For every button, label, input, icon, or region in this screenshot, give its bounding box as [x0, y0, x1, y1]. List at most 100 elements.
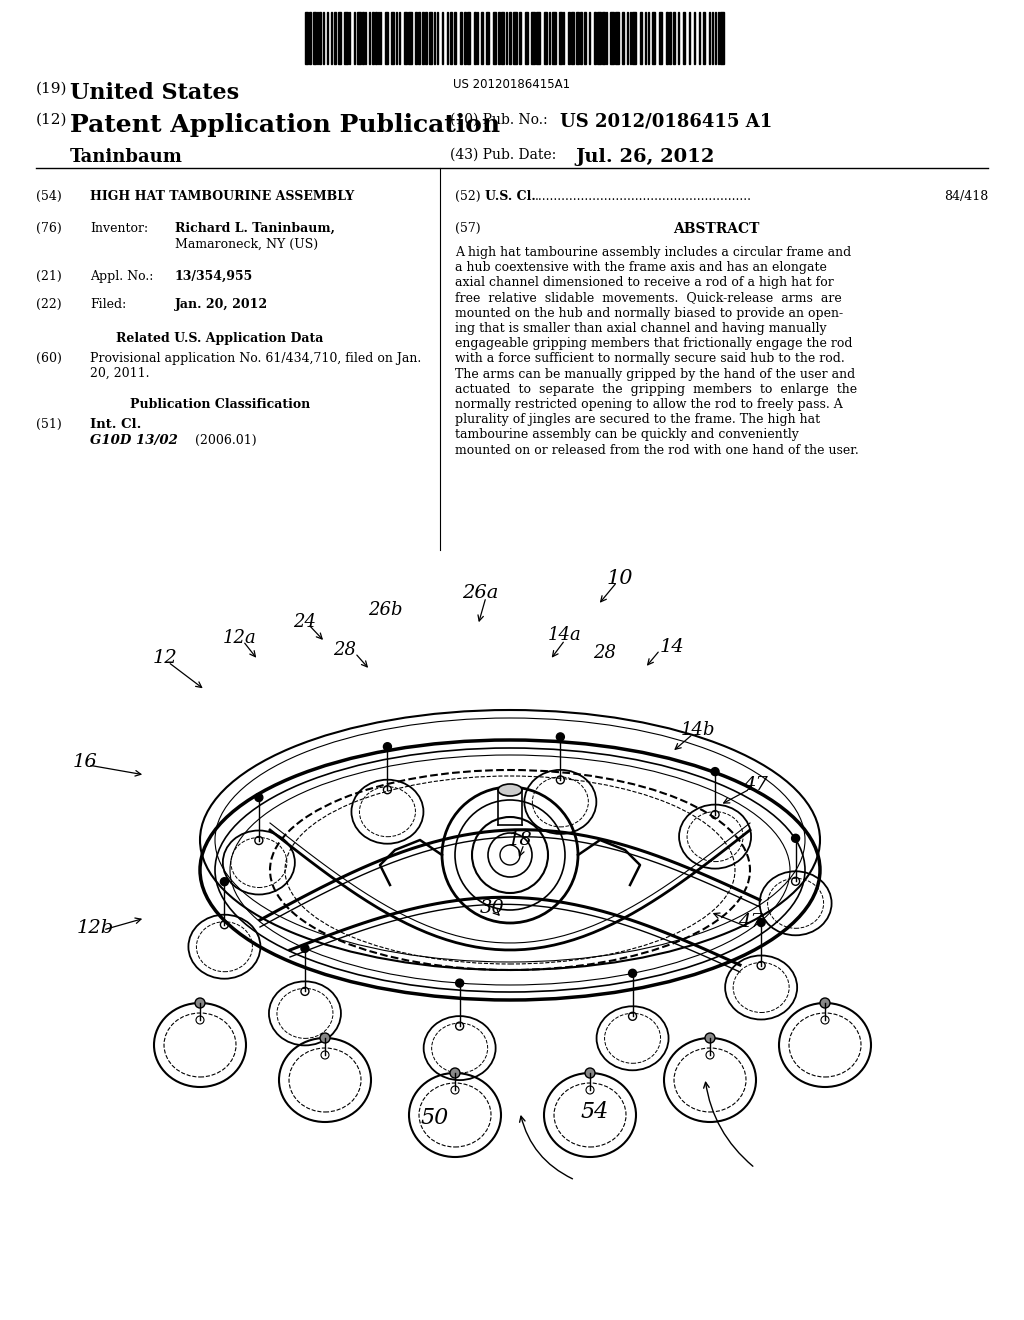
Text: G10D 13/02: G10D 13/02 — [90, 434, 178, 447]
Text: US 20120186415A1: US 20120186415A1 — [454, 78, 570, 91]
Text: 30: 30 — [479, 899, 505, 917]
Text: 14b: 14b — [681, 721, 715, 739]
Bar — [659, 12, 662, 63]
Bar — [509, 12, 511, 63]
Text: free  relative  slidable  movements.  Quick-release  arms  are: free relative slidable movements. Quick-… — [455, 292, 842, 305]
Circle shape — [711, 768, 719, 776]
Text: 14a: 14a — [548, 626, 582, 644]
Bar — [391, 12, 394, 63]
Bar — [568, 12, 570, 63]
Text: 18: 18 — [508, 832, 532, 849]
Text: Jan. 20, 2012: Jan. 20, 2012 — [175, 298, 268, 312]
Text: 12b: 12b — [77, 919, 114, 937]
Text: mounted on or released from the rod with one hand of the user.: mounted on or released from the rod with… — [455, 444, 859, 457]
Bar — [640, 12, 642, 63]
Bar — [464, 12, 466, 63]
Bar — [632, 12, 636, 63]
Text: 26a: 26a — [462, 583, 499, 602]
Text: Jul. 26, 2012: Jul. 26, 2012 — [575, 148, 715, 166]
Bar — [559, 12, 562, 63]
Text: plurality of jingles are secured to the frame. The high hat: plurality of jingles are secured to the … — [455, 413, 820, 426]
Bar — [481, 12, 483, 63]
Text: Patent Application Publication: Patent Application Publication — [70, 114, 500, 137]
Bar — [498, 12, 500, 63]
Bar — [319, 12, 321, 63]
Bar — [372, 12, 374, 63]
Bar — [454, 12, 456, 63]
Circle shape — [220, 878, 228, 886]
Text: normally restricted opening to allow the rod to freely pass. A: normally restricted opening to allow the… — [455, 399, 843, 411]
Bar — [536, 12, 540, 63]
Bar — [362, 12, 364, 63]
Text: Related U.S. Application Data: Related U.S. Application Data — [117, 333, 324, 345]
Bar — [334, 12, 336, 63]
Text: axial channel dimensioned to receive a rod of a high hat for: axial channel dimensioned to receive a r… — [455, 276, 834, 289]
Bar — [408, 12, 412, 63]
Bar — [610, 12, 614, 63]
Bar — [673, 12, 675, 63]
Bar — [422, 12, 424, 63]
Bar — [305, 12, 308, 63]
Bar — [666, 12, 668, 63]
Text: (2006.01): (2006.01) — [195, 434, 257, 447]
Text: 20, 2011.: 20, 2011. — [90, 367, 150, 380]
Circle shape — [383, 743, 391, 751]
Bar — [344, 12, 348, 63]
Text: 54: 54 — [581, 1101, 609, 1123]
Text: (21): (21) — [36, 271, 61, 282]
Bar — [338, 12, 341, 63]
Bar — [474, 12, 476, 63]
Text: (22): (22) — [36, 298, 61, 312]
Bar — [425, 12, 427, 63]
Circle shape — [820, 998, 830, 1008]
Text: 13/354,955: 13/354,955 — [175, 271, 253, 282]
Text: Inventor:: Inventor: — [90, 222, 148, 235]
Bar — [594, 12, 596, 63]
Text: Int. Cl.: Int. Cl. — [90, 418, 141, 432]
Circle shape — [792, 834, 800, 842]
Circle shape — [629, 969, 637, 977]
Text: tambourine assembly can be quickly and conveniently: tambourine assembly can be quickly and c… — [455, 429, 799, 441]
Bar — [580, 12, 582, 63]
Text: Appl. No.:: Appl. No.: — [90, 271, 154, 282]
Text: 28: 28 — [594, 644, 616, 663]
Bar — [531, 12, 535, 63]
Bar — [652, 12, 655, 63]
Text: (60): (60) — [36, 352, 61, 366]
Circle shape — [301, 944, 309, 953]
Circle shape — [556, 733, 564, 741]
Bar — [552, 12, 556, 63]
Bar — [519, 12, 521, 63]
Text: 84/418: 84/418 — [944, 190, 988, 203]
Text: 28: 28 — [334, 642, 356, 659]
Bar — [309, 12, 311, 63]
Bar — [375, 12, 377, 63]
Text: HIGH HAT TAMBOURINE ASSEMBLY: HIGH HAT TAMBOURINE ASSEMBLY — [90, 190, 354, 203]
Text: 16: 16 — [73, 752, 97, 771]
Bar — [486, 12, 489, 63]
Bar — [467, 12, 470, 63]
Bar — [669, 12, 671, 63]
Text: U.S. Cl.: U.S. Cl. — [485, 190, 536, 203]
Text: A high hat tambourine assembly includes a circular frame and: A high hat tambourine assembly includes … — [455, 246, 851, 259]
Bar — [525, 12, 528, 63]
Text: United States: United States — [70, 82, 240, 104]
Bar — [544, 12, 547, 63]
Bar — [501, 12, 504, 63]
Text: Filed:: Filed: — [90, 298, 126, 312]
Bar — [415, 12, 417, 63]
Bar — [418, 12, 420, 63]
Text: (76): (76) — [36, 222, 61, 235]
Text: US 2012/0186415 A1: US 2012/0186415 A1 — [560, 114, 772, 131]
Bar — [385, 12, 388, 63]
Text: a hub coextensive with the frame axis and has an elongate: a hub coextensive with the frame axis an… — [455, 261, 826, 275]
Bar — [429, 12, 432, 63]
Bar — [597, 12, 601, 63]
Circle shape — [450, 1068, 460, 1078]
Text: (43) Pub. Date:: (43) Pub. Date: — [450, 148, 556, 162]
Bar — [683, 12, 685, 63]
Text: ABSTRACT: ABSTRACT — [673, 222, 759, 236]
Bar — [622, 12, 624, 63]
Circle shape — [319, 1034, 330, 1043]
Text: 24: 24 — [294, 612, 316, 631]
